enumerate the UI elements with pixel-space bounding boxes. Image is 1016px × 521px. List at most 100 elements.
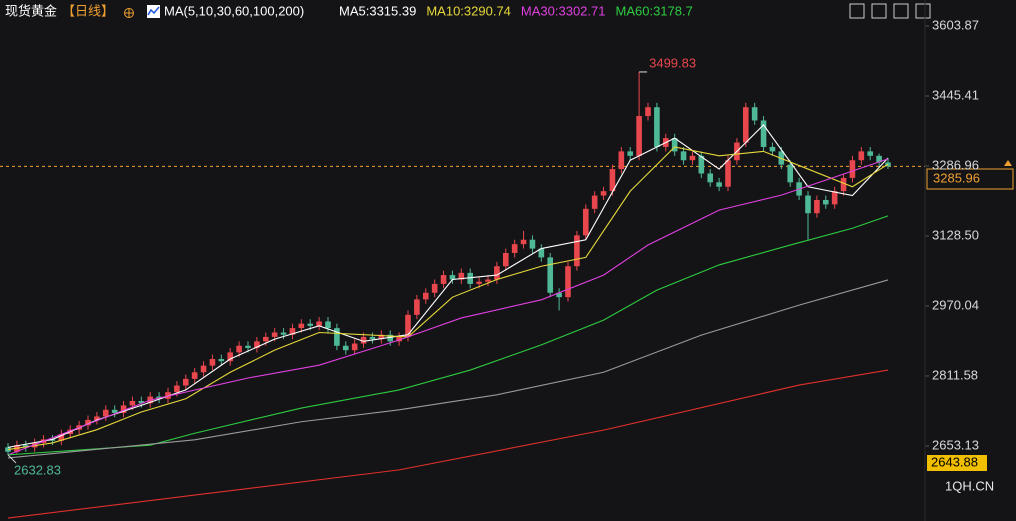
candle-body — [378, 334, 385, 340]
candle-body — [805, 195, 811, 214]
y-tick-label: 3445.41 — [932, 87, 979, 102]
candle-body — [387, 334, 394, 342]
candle-body — [5, 447, 11, 452]
marker-price-box — [927, 455, 987, 471]
legend-entry: MA30:3302.71 — [521, 3, 606, 18]
candle-body — [298, 323, 305, 329]
candle-body — [271, 332, 278, 337]
candle-body — [325, 321, 331, 329]
candle-body — [707, 173, 714, 183]
candle-body — [787, 164, 794, 183]
candle-body — [742, 107, 749, 143]
candle-body — [360, 336, 367, 344]
period[interactable]: 【日线】 — [62, 3, 114, 18]
candle-body — [671, 138, 678, 152]
candle-body — [814, 199, 820, 214]
candle-body — [591, 195, 598, 209]
candle-body — [769, 146, 776, 152]
candle-body — [449, 275, 456, 280]
y-tick-label: 2653.13 — [932, 437, 979, 452]
chart-title: 现货黄金 — [5, 3, 57, 18]
y-tick-label: 3603.87 — [932, 17, 979, 32]
marker-price: 2643.88 — [931, 454, 978, 469]
last-price-box — [926, 168, 1014, 190]
last-price: 3285.96 — [933, 170, 980, 185]
indicator: MA(5,10,30,60,100,200) — [164, 3, 304, 18]
candle-body — [369, 336, 376, 340]
plot — [0, 25, 929, 519]
candle-body — [680, 151, 687, 161]
y-tick-label: 3128.50 — [932, 227, 979, 242]
candle-body — [574, 235, 580, 267]
candle-body — [49, 439, 56, 441]
candle-body — [245, 345, 251, 348]
candle-body — [485, 279, 491, 282]
candle-body — [716, 182, 722, 187]
watermark: 1QH.CN — [945, 478, 994, 493]
candle-body — [645, 107, 651, 117]
candle-body — [822, 199, 829, 205]
indicator-icon — [147, 6, 160, 16]
candle-body — [351, 343, 358, 351]
candle-body — [467, 272, 474, 284]
candle-body — [689, 155, 696, 161]
candle-body — [94, 416, 100, 420]
candle-body — [227, 352, 234, 362]
y-tick-label: 2970.04 — [932, 297, 979, 312]
candle-body — [502, 252, 509, 267]
candle-body — [254, 341, 260, 348]
ma-line — [7, 369, 889, 519]
candle-body — [129, 400, 136, 406]
ma-line — [7, 146, 889, 451]
candle-body — [138, 400, 145, 404]
low-pointer — [7, 454, 17, 464]
candle-body — [307, 323, 314, 326]
candle-body — [431, 283, 438, 293]
candle-body — [609, 169, 616, 192]
candle-body — [876, 155, 882, 163]
candle-body — [200, 365, 207, 373]
candle-body — [520, 239, 527, 245]
candle-body — [120, 405, 127, 413]
candle-body — [209, 359, 216, 366]
candle-body — [654, 107, 660, 147]
candle-body — [627, 151, 634, 156]
candle-body — [334, 328, 340, 346]
ma-line — [7, 215, 889, 456]
tool-button[interactable] — [871, 3, 887, 19]
toolbar — [849, 3, 931, 19]
candle-body — [867, 151, 874, 156]
candle-body — [618, 151, 625, 170]
ma-line — [7, 124, 889, 448]
candle-body — [529, 239, 536, 249]
candle-body — [511, 244, 518, 253]
tool-button[interactable] — [915, 3, 931, 19]
low-label: 2632.83 — [14, 462, 61, 477]
legend-entry: MA10:3290.74 — [426, 3, 511, 18]
candle-body — [191, 372, 198, 379]
candle-body — [556, 292, 562, 298]
candle-body — [218, 359, 225, 362]
candle-body — [547, 257, 554, 293]
ma-line — [7, 158, 889, 456]
candle-body — [316, 321, 322, 326]
candle-body — [440, 275, 447, 284]
high-label: 3499.83 — [649, 55, 696, 70]
candle-body — [102, 409, 109, 417]
y-tick-label: 3286.96 — [932, 157, 979, 172]
ma-line — [7, 279, 889, 459]
candle-body — [422, 292, 429, 300]
candle-body — [725, 160, 731, 187]
candle-body — [165, 392, 171, 399]
candle-body — [494, 266, 500, 280]
candle-body — [396, 336, 402, 342]
candle-body — [840, 177, 847, 192]
tool-button[interactable] — [849, 3, 865, 19]
tool-button[interactable] — [893, 3, 909, 19]
candle-body — [414, 299, 420, 315]
candle-body — [280, 332, 287, 335]
candle-body — [698, 155, 705, 174]
price-arrow — [1004, 160, 1012, 166]
